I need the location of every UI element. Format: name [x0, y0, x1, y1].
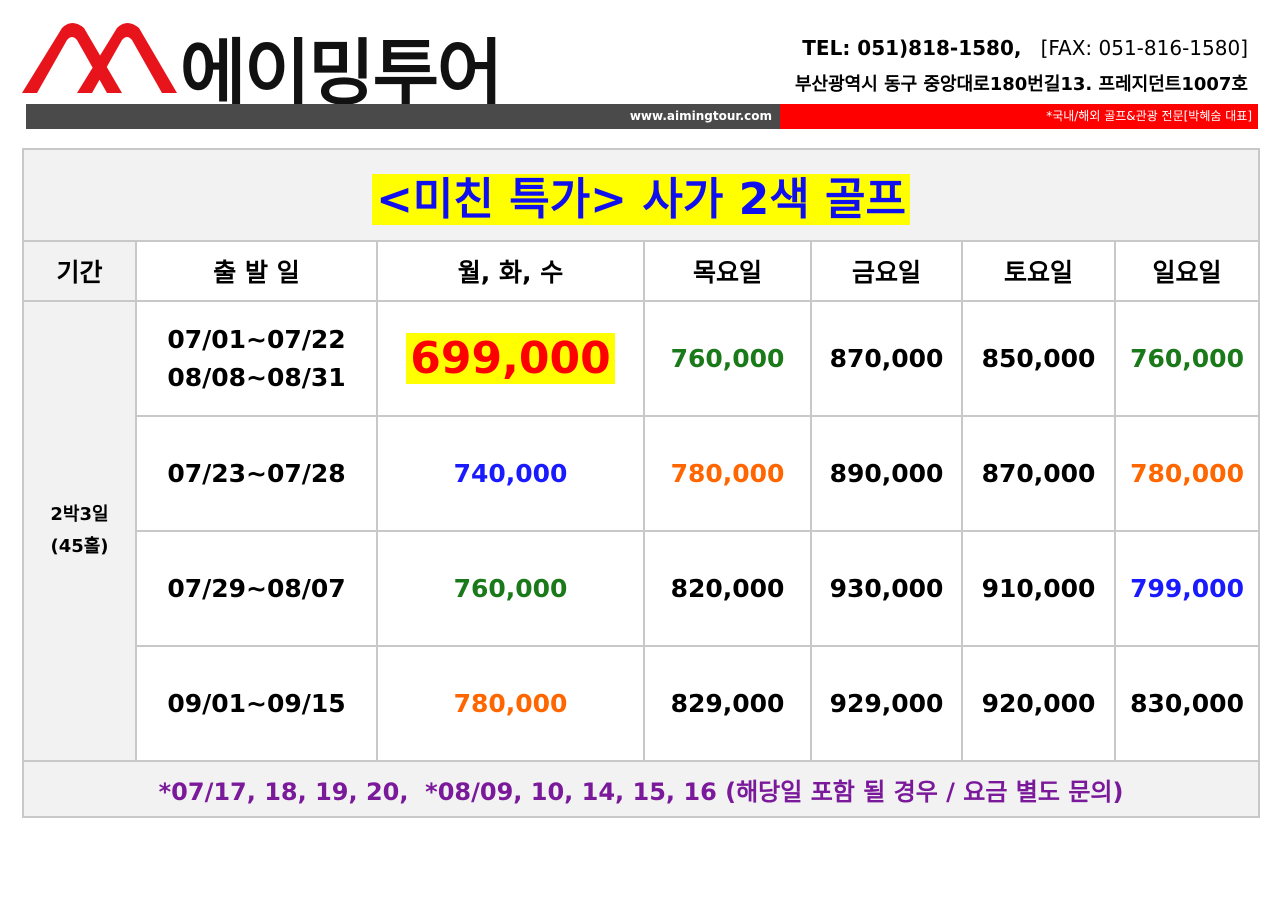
price: 830,000: [1130, 689, 1244, 718]
price-table: <미친 특가> 사가 2색 골프 기간 출 발 일 월, 화, 수 목요일 금요일 토요일…: [22, 148, 1261, 818]
column-header: 일요일: [1116, 242, 1259, 300]
tagline: *국내/해외 골프&관광 전문[박혜숨 대표]: [780, 104, 1258, 129]
price: 780,000: [453, 689, 568, 718]
date-cell: 07/23~07/28: [137, 417, 376, 530]
price: 760,000: [453, 574, 568, 603]
price-cell: 799,000: [1116, 532, 1259, 645]
column-header: 금요일: [812, 242, 961, 300]
price-row: 07/23~07/28 740,000 780,000 890,000 870,000 7…: [24, 417, 1259, 530]
column-header: 목요일: [645, 242, 810, 300]
brand: 에이밍투어: [180, 31, 503, 115]
price: 699,000: [406, 333, 615, 384]
price-cell: 829,000: [645, 647, 810, 760]
column-header: 기간: [24, 242, 135, 300]
price-cell: 780,000: [1116, 417, 1259, 530]
date-cell: 09/01~09/15: [137, 647, 376, 760]
website: www.aimingtour.com: [26, 104, 780, 129]
period-cell: 2박3일 (45홀): [24, 302, 135, 760]
price-cell: 850,000: [963, 302, 1114, 415]
price: 920,000: [981, 689, 1096, 718]
price-cell: 929,000: [812, 647, 961, 760]
table-title: <미친 특가> 사가 2색 골프: [372, 174, 911, 225]
price-cell: 740,000: [378, 417, 643, 530]
column-header: 출 발 일: [137, 242, 376, 300]
price: 870,000: [829, 344, 944, 373]
price: 780,000: [1130, 459, 1244, 488]
contact: TEL: 051)818-1580, [FAX: 051-816-1580]: [802, 36, 1248, 60]
date-range: 07/29~08/07: [167, 573, 346, 603]
price: 930,000: [829, 574, 944, 603]
price: 870,000: [981, 459, 1096, 488]
date-range: 09/01~09/15: [167, 688, 346, 718]
price: 740,000: [453, 459, 568, 488]
date-cell: 07/01~07/22 08/08~08/31: [137, 302, 376, 415]
price-row: 2박3일 (45홀) 07/01~07/22 08/08~08/31 699,000 76…: [24, 302, 1259, 760]
price: 799,000: [1130, 574, 1244, 603]
price-cell: 830,000: [1116, 647, 1259, 760]
header-row: 기간 출 발 일 월, 화, 수 목요일 금요일 토요일 일요일: [24, 242, 1259, 300]
price-cell: 699,000: [378, 302, 643, 415]
fax: [FAX: 051-816-1580]: [1040, 36, 1248, 60]
column-header: 월, 화, 수: [378, 242, 643, 300]
date-cell: 07/29~08/07: [137, 532, 376, 645]
tel: TEL: 051)818-1580,: [802, 36, 1022, 60]
note: *07/17, 18, 19, 20, *08/09, 10, 14, 15, …: [24, 762, 1259, 816]
price: 780,000: [670, 459, 785, 488]
date-range: 08/08~08/31: [167, 362, 346, 392]
price-cell: 890,000: [812, 417, 961, 530]
column-header: 토요일: [963, 242, 1114, 300]
title-cell: <미친 특가> 사가 2색 골프: [24, 150, 1259, 240]
price-cell: 780,000: [378, 647, 643, 760]
price: 910,000: [981, 574, 1096, 603]
price-cell: 930,000: [812, 532, 961, 645]
date-range: 07/01~07/22: [167, 324, 346, 354]
price: 760,000: [670, 344, 785, 373]
date-range: 07/23~07/28: [167, 458, 346, 488]
note-row: *07/17, 18, 19, 20, *08/09, 10, 14, 15, …: [24, 762, 1259, 816]
price-cell: 910,000: [963, 532, 1114, 645]
period: 2박3일: [50, 504, 109, 525]
price: 929,000: [829, 689, 944, 718]
price: 890,000: [829, 459, 944, 488]
address: 부산광역시 동구 중앙대로180번길13. 프레지던트1007호: [795, 74, 1248, 95]
price-cell: 760,000: [378, 532, 643, 645]
price-cell: 760,000: [1116, 302, 1259, 415]
price-cell: 870,000: [812, 302, 961, 415]
price: 820,000: [670, 574, 785, 603]
price: 850,000: [981, 344, 1096, 373]
price: 829,000: [670, 689, 785, 718]
period: (45홀): [50, 536, 109, 557]
price-cell: 820,000: [645, 532, 810, 645]
price-cell: 920,000: [963, 647, 1114, 760]
logo-mark: [22, 23, 177, 93]
price-cell: 760,000: [645, 302, 810, 415]
price-cell: 870,000: [963, 417, 1114, 530]
price-cell: 780,000: [645, 417, 810, 530]
price-row: 09/01~09/15 780,000 829,000 929,000 920,000 8…: [24, 647, 1259, 760]
price: 760,000: [1130, 344, 1244, 373]
price-row: 07/29~08/07 760,000 820,000 930,000 910,000 7…: [24, 532, 1259, 645]
